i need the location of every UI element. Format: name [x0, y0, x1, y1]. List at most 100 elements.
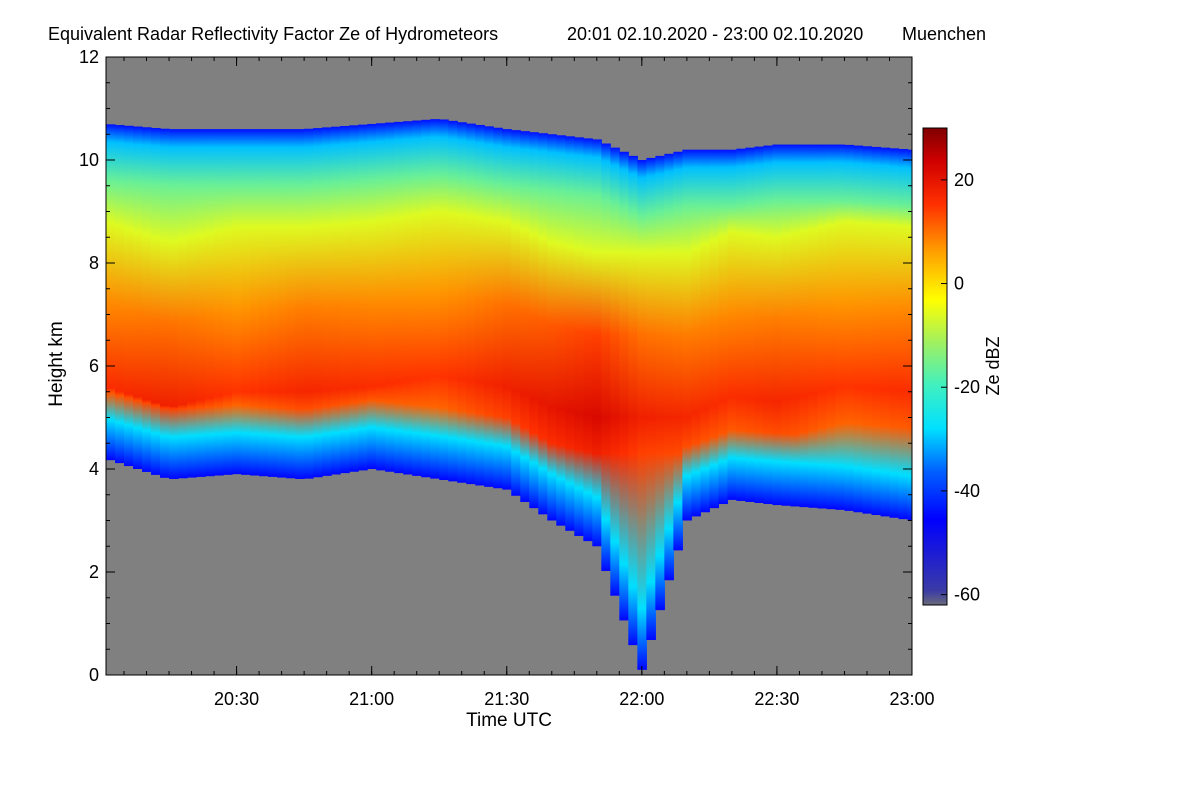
reflectivity-column — [430, 119, 440, 479]
reflectivity-column — [403, 121, 413, 475]
reflectivity-column — [106, 124, 116, 461]
reflectivity-column — [718, 149, 728, 505]
reflectivity-column — [835, 144, 846, 510]
reflectivity-column — [268, 129, 278, 477]
reflectivity-column — [898, 149, 909, 520]
reflectivity-column — [457, 122, 467, 483]
colorbar: 20 0 -20 -40 -60 Ze dBZ — [922, 127, 1003, 606]
reflectivity-column — [160, 128, 170, 478]
reflectivity-column — [817, 144, 828, 509]
reflectivity-column — [349, 125, 359, 472]
reflectivity-column — [772, 144, 783, 506]
x-axis-label: Time UTC — [466, 710, 552, 731]
reflectivity-column — [313, 128, 323, 478]
reflectivity-column — [745, 147, 756, 502]
reflectivity-column — [727, 149, 737, 500]
reflectivity-column — [196, 129, 206, 477]
reflectivity-column — [565, 136, 575, 531]
reflectivity-column — [754, 146, 765, 503]
reflectivity-column — [187, 129, 197, 478]
colorbar-ticks: 20 0 -20 -40 -60 — [941, 170, 980, 605]
x-tick-label: 22:00 — [619, 689, 664, 709]
reflectivity-column — [709, 149, 719, 509]
reflectivity-column — [277, 129, 287, 478]
reflectivity-column — [601, 143, 611, 571]
x-tick-label: 21:30 — [484, 689, 529, 709]
reflectivity-column — [871, 146, 882, 515]
reflectivity-column — [583, 138, 593, 542]
y-axis-label: Height km — [46, 321, 67, 407]
reflectivity-column — [115, 125, 125, 464]
reflectivity-column — [529, 132, 539, 509]
reflectivity-column — [664, 153, 674, 581]
reflectivity-column — [439, 119, 449, 480]
reflectivity-column — [358, 124, 368, 471]
reflectivity-column — [331, 126, 341, 475]
colorbar-scale — [922, 127, 948, 606]
reflectivity-column — [412, 120, 422, 476]
y-axis: 0 2 4 6 8 10 12 — [79, 47, 912, 685]
reflectivity-column — [133, 126, 143, 469]
reflectivity-column — [214, 129, 224, 476]
reflectivity-column — [538, 133, 548, 515]
reflectivity-column — [574, 137, 584, 536]
reflectivity-column — [259, 129, 269, 477]
reflectivity-column — [556, 135, 566, 526]
x-tick-label: 20:30 — [214, 689, 259, 709]
reflectivity-column — [808, 144, 819, 508]
chart-period: 20:01 02.10.2020 - 23:00 02.10.2020 — [567, 24, 863, 44]
reflectivity-field — [106, 119, 912, 670]
reflectivity-column — [763, 145, 774, 505]
reflectivity-column — [286, 129, 296, 479]
y-tick-label: 4 — [89, 459, 99, 479]
reflectivity-column — [826, 144, 837, 510]
reflectivity-column — [493, 127, 503, 489]
reflectivity-column — [448, 120, 458, 482]
chart-location: Muenchen — [902, 24, 986, 44]
y-tick-label: 2 — [89, 562, 99, 582]
reflectivity-column — [394, 121, 404, 474]
x-tick-label: 22:30 — [754, 689, 799, 709]
reflectivity-column — [646, 157, 656, 640]
x-tick-label: 21:00 — [349, 689, 394, 709]
reflectivity-column — [421, 119, 431, 478]
reflectivity-column — [511, 130, 521, 496]
colorbar-tick-label: -20 — [954, 377, 980, 397]
reflectivity-column — [367, 123, 377, 469]
reflectivity-column — [178, 129, 188, 479]
reflectivity-column — [637, 160, 647, 670]
colorbar-label: Ze dBZ — [983, 336, 1003, 395]
reflectivity-column — [484, 126, 494, 487]
x-axis: 20:30 21:00 21:30 22:00 22:30 23:00 — [123, 57, 935, 709]
y-tick-label: 0 — [89, 665, 99, 685]
reflectivity-column — [151, 128, 161, 475]
reflectivity-column — [232, 129, 242, 475]
y-tick-label: 6 — [89, 356, 99, 376]
reflectivity-column — [475, 124, 485, 486]
reflectivity-column — [385, 122, 395, 472]
colorbar-tick-label: -40 — [954, 481, 980, 501]
plot-area — [106, 57, 912, 675]
reflectivity-column — [700, 149, 710, 513]
reflectivity-column — [322, 127, 332, 476]
reflectivity-column — [250, 129, 260, 476]
reflectivity-column — [295, 129, 305, 479]
reflectivity-column — [673, 151, 683, 551]
reflectivity-column — [304, 128, 314, 479]
reflectivity-column — [592, 139, 602, 547]
reflectivity-column — [619, 151, 629, 621]
y-tick-label: 12 — [79, 47, 99, 67]
colorbar-tick-label: 20 — [954, 170, 974, 190]
reflectivity-column — [340, 126, 350, 474]
reflectivity-column — [628, 155, 638, 646]
reflectivity-column — [889, 148, 900, 518]
reflectivity-column — [520, 131, 530, 502]
reflectivity-column — [124, 125, 134, 467]
y-tick-label: 8 — [89, 253, 99, 273]
reflectivity-column — [790, 144, 801, 507]
reflectivity-column — [880, 147, 891, 517]
reflectivity-column — [241, 129, 251, 475]
colorbar-tick-label: -60 — [954, 585, 980, 605]
reflectivity-column — [736, 148, 746, 501]
